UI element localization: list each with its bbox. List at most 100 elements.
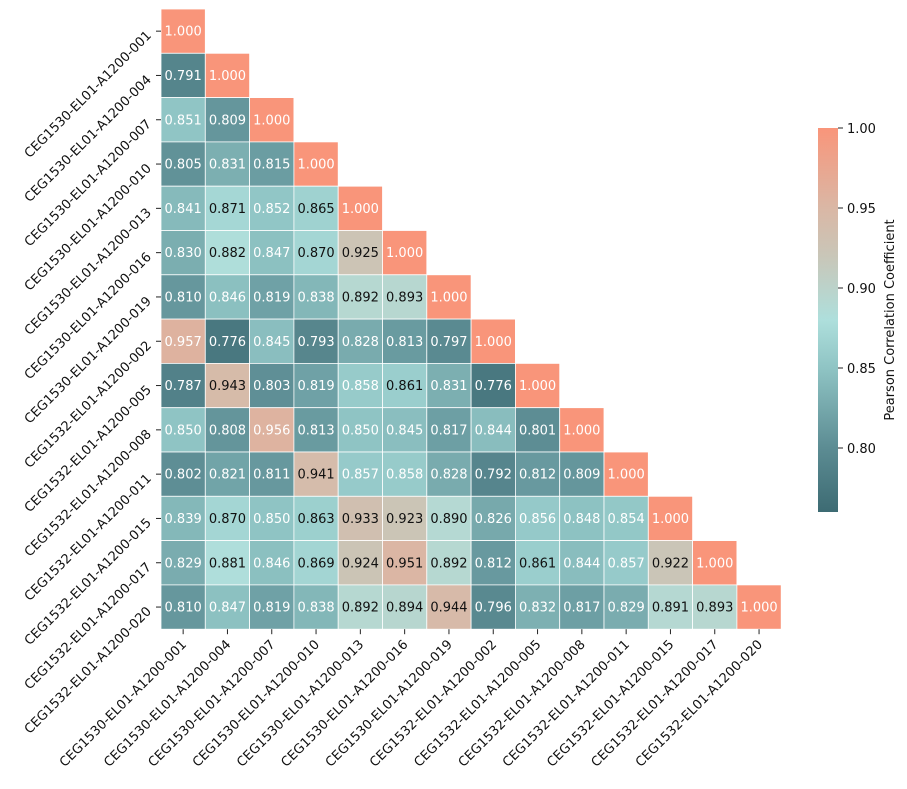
cell-value-label: 0.813 (297, 423, 334, 438)
heatmap-cell (382, 451, 428, 497)
heatmap-cell (293, 230, 339, 276)
cell-value-label: 0.838 (297, 601, 334, 616)
cell-value-label: 0.809 (563, 468, 600, 483)
cell-value-label: 0.871 (209, 202, 246, 217)
heatmap-cell (382, 540, 428, 586)
cell-value-label: 1.000 (475, 335, 512, 350)
cell-value-label: 0.848 (563, 512, 600, 527)
cell-value-label: 0.861 (519, 556, 556, 571)
cell-value-label: 0.821 (209, 468, 246, 483)
cell-value-label: 0.858 (342, 379, 379, 394)
cell-value-label: 0.810 (165, 290, 202, 305)
cell-value-label: 0.776 (475, 379, 512, 394)
cell-value-label: 0.847 (209, 601, 246, 616)
y-axis: CEG1530-EL01-A1200-001CEG1530-EL01-A1200… (22, 28, 161, 737)
cell-value-label: 0.792 (475, 468, 512, 483)
cell-value-label: 0.956 (253, 423, 290, 438)
cell-value-label: 0.957 (165, 335, 202, 350)
heatmap-cell (293, 274, 339, 320)
heatmap-cell (647, 495, 693, 541)
heatmap-cell (160, 540, 206, 586)
heatmap-cell (249, 584, 295, 630)
cell-value-label: 0.923 (386, 512, 423, 527)
heatmap-cell (426, 495, 472, 541)
cell-value-label: 0.851 (165, 113, 202, 128)
heatmap-cell (470, 407, 516, 453)
cell-value-label: 0.812 (519, 468, 556, 483)
heatmap-cell (293, 362, 339, 409)
cell-value-label: 0.951 (386, 556, 423, 571)
heatmap-cell (204, 230, 251, 276)
cell-value-label: 0.812 (475, 556, 512, 571)
cell-value-label: 1.000 (165, 25, 202, 40)
cell-value-label: 0.890 (430, 512, 467, 527)
heatmap-cell (249, 407, 295, 453)
cell-value-label: 0.892 (342, 601, 379, 616)
cell-value-label: 0.841 (165, 202, 202, 217)
heatmap-cell (204, 52, 251, 98)
colorbar-tick-label: 1.00 (847, 122, 876, 137)
cell-value-label: 0.850 (165, 423, 202, 438)
heatmap-cell (249, 540, 295, 586)
cell-value-label: 1.000 (652, 512, 689, 527)
cell-value-label: 0.838 (297, 290, 334, 305)
cell-value-label: 1.000 (342, 202, 379, 217)
cell-value-label: 0.943 (209, 379, 246, 394)
heatmap-cell (692, 584, 738, 630)
heatmap-cell (293, 407, 339, 453)
heatmap-cell (559, 540, 605, 586)
cell-value-label: 0.832 (519, 601, 556, 616)
colorbar-tick-label: 0.80 (847, 442, 876, 457)
cell-value-label: 1.000 (297, 158, 334, 173)
cell-value-label: 0.819 (253, 290, 290, 305)
heatmap-cell (160, 318, 206, 364)
cell-value-label: 0.845 (253, 335, 290, 350)
cell-value-label: 0.829 (165, 556, 202, 571)
colorbar-tick-label: 0.90 (847, 282, 876, 297)
heatmap-cell (204, 185, 251, 231)
heatmap-cell (515, 407, 561, 453)
cell-value-label: 0.791 (165, 69, 202, 84)
heatmap-cell (515, 584, 561, 630)
cell-value-label: 0.826 (475, 512, 512, 527)
heatmap-cell (249, 97, 295, 143)
heatmap-cell (736, 584, 782, 630)
cell-value-label: 0.891 (652, 601, 689, 616)
heatmap-cell (160, 52, 206, 98)
heatmap-cell (603, 584, 649, 630)
cell-value-label: 0.870 (209, 512, 246, 527)
cell-value-label: 0.858 (386, 468, 423, 483)
cell-value-label: 0.863 (297, 512, 334, 527)
heatmap-cell (160, 495, 206, 541)
cell-value-label: 0.811 (253, 468, 290, 483)
cell-value-label: 0.809 (209, 113, 246, 128)
heatmap-cell (515, 540, 561, 586)
heatmap-cell (293, 185, 339, 231)
cell-value-label: 0.817 (563, 601, 600, 616)
heatmap-cell (603, 540, 649, 586)
cell-value-label: 0.894 (386, 601, 423, 616)
cell-value-label: 0.865 (297, 202, 334, 217)
cell-value-label: 1.000 (209, 69, 246, 84)
colorbar: 0.80 0.85 0.90 0.95 1.00 Pearson Correlation… (818, 122, 898, 512)
heatmap-cell (160, 362, 206, 409)
heatmap-cell (382, 362, 428, 409)
colorbar-tick-label: 0.85 (847, 362, 876, 377)
cell-value-label: 0.933 (342, 512, 379, 527)
heatmap-cell (382, 407, 428, 453)
cell-value-label: 0.819 (253, 601, 290, 616)
cell-value-label: 0.882 (209, 246, 246, 261)
heatmap-cell (647, 584, 693, 630)
cell-value-label: 0.803 (253, 379, 290, 394)
heatmap-cell (470, 318, 516, 364)
heatmap-cell (603, 451, 649, 497)
heatmap-cell (426, 362, 472, 409)
cell-value-label: 0.817 (430, 423, 467, 438)
cell-value-label: 1.000 (519, 379, 556, 394)
heatmap-cell (515, 451, 561, 497)
heatmap-cell (337, 407, 383, 453)
cell-value-label: 0.839 (165, 512, 202, 527)
heatmap-cell (603, 495, 649, 541)
cell-value-label: 0.802 (165, 468, 202, 483)
heatmap-cell (204, 495, 251, 541)
